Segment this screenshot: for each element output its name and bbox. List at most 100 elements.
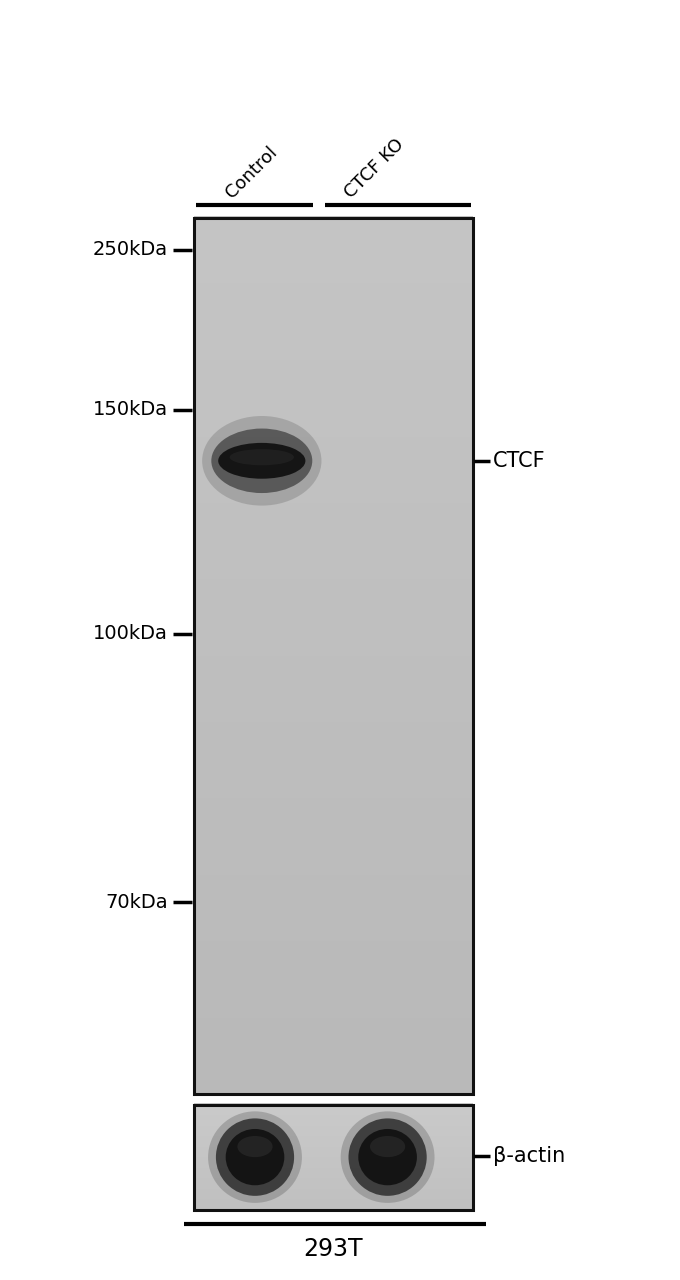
Ellipse shape [370,1137,405,1157]
Text: 150kDa: 150kDa [93,401,168,419]
Bar [194,1146,473,1151]
Bar [194,1170,473,1175]
Bar [194,524,473,535]
Bar [194,677,473,689]
Bar [194,490,473,503]
Bar [194,392,473,404]
Bar [194,1121,473,1125]
Bar [194,579,473,590]
Bar [194,1110,473,1115]
Bar [194,808,473,820]
Bar [194,983,473,996]
Ellipse shape [202,416,322,506]
Text: 70kDa: 70kDa [105,893,168,911]
Bar [194,622,473,634]
Bar [194,315,473,328]
Bar [194,1132,473,1137]
Bar [194,929,473,941]
Bar [194,1082,473,1094]
Bar [194,863,473,876]
Bar [194,1071,473,1083]
Bar [194,447,473,458]
Bar [194,742,473,755]
Bar [194,1202,473,1206]
Bar [194,1060,473,1073]
Bar [194,1190,473,1196]
Bar [194,1103,473,1108]
Ellipse shape [208,1111,302,1203]
Bar [194,250,473,261]
Bar [194,479,473,492]
Bar [194,370,473,381]
Bar [194,216,473,229]
Text: Control: Control [222,143,281,202]
Bar [194,611,473,623]
Bar [194,293,473,305]
Bar [194,1028,473,1039]
Bar [194,961,473,974]
Bar [194,1180,473,1185]
Bar [194,589,473,602]
Bar [194,425,473,436]
Bar [194,1152,473,1157]
Bar [194,764,473,777]
Text: 293T: 293T [303,1236,363,1261]
Bar [194,797,473,809]
Text: 250kDa: 250kDa [93,241,168,259]
Bar [194,1194,473,1199]
Bar [194,1038,473,1051]
Bar [194,260,473,273]
Ellipse shape [348,1119,427,1196]
Bar [194,545,473,557]
Bar [194,1107,473,1111]
Bar [194,1114,473,1119]
Text: β-actin: β-actin [493,1146,565,1166]
Bar [194,556,473,568]
Bar [194,282,473,294]
Bar [194,754,473,765]
Bar [194,1160,473,1164]
Bar [194,1016,473,1029]
Bar [194,1166,473,1171]
Bar [194,1174,473,1178]
Bar [194,1050,473,1061]
Bar [194,852,473,864]
Bar [194,1204,473,1210]
Bar [194,973,473,984]
Ellipse shape [216,1119,294,1196]
Bar [194,1124,473,1129]
Text: 100kDa: 100kDa [93,625,168,643]
Ellipse shape [358,1129,417,1185]
Bar [194,731,473,744]
Bar [194,632,473,645]
Bar [194,1105,473,1210]
Bar [194,687,473,700]
Bar [194,884,473,897]
Bar [194,218,473,1094]
Bar [194,303,473,316]
Bar [194,403,473,415]
Bar [194,1006,473,1018]
Ellipse shape [211,429,312,493]
Bar [194,337,473,349]
Bar [194,1176,473,1181]
Ellipse shape [230,449,294,465]
Bar [194,1162,473,1167]
Bar [194,655,473,667]
Bar [194,1135,473,1139]
Bar [194,238,473,251]
Bar [194,896,473,908]
Bar [194,1117,473,1123]
Bar [194,468,473,481]
Bar [194,666,473,678]
Bar [194,721,473,732]
Bar [194,1138,473,1143]
Bar [194,534,473,547]
Bar [194,512,473,525]
Bar [194,1188,473,1192]
Bar [194,567,473,580]
Bar [194,228,473,239]
Bar [194,326,473,338]
Bar [194,435,473,448]
Bar [194,1156,473,1161]
